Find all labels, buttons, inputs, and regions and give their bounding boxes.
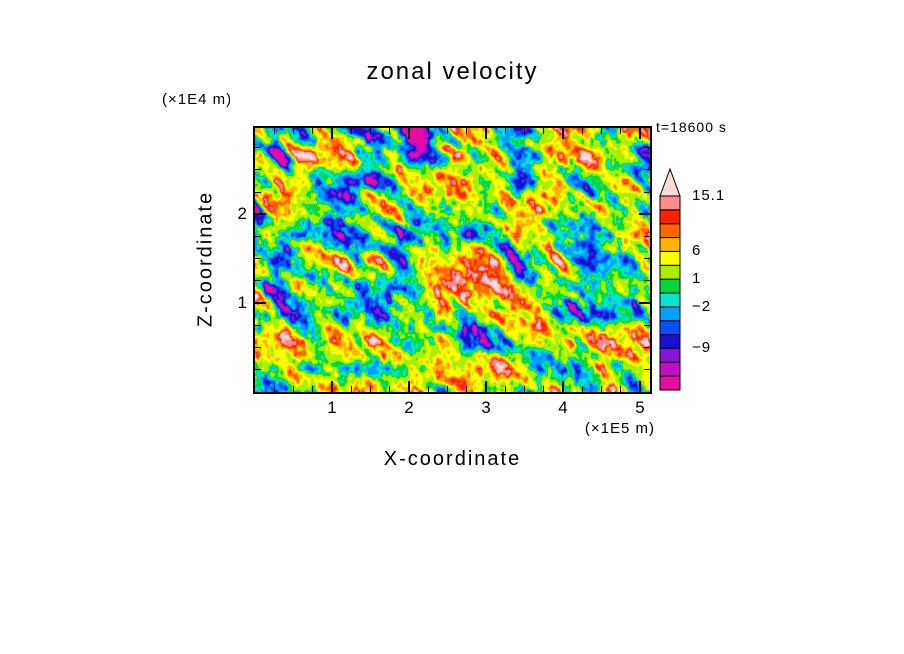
colorbar-segment	[659, 306, 681, 322]
tick-mark	[484, 128, 487, 139]
heatmap-plot-frame	[253, 126, 652, 394]
tick-mark	[523, 128, 525, 134]
colorbar-segment	[659, 375, 681, 391]
chart-title: zonal velocity	[366, 58, 539, 85]
tick-mark	[273, 128, 275, 134]
tick-mark	[255, 191, 261, 193]
tick-mark	[466, 386, 468, 392]
colorbar-segment	[659, 361, 681, 377]
tick-mark	[543, 128, 545, 134]
tick-mark	[255, 280, 261, 282]
x-tick-label: 1	[327, 398, 337, 417]
tick-mark	[350, 386, 352, 392]
y-tick-label: 1	[237, 293, 247, 313]
tick-mark	[644, 347, 650, 349]
colorbar-segment	[659, 320, 681, 336]
tick-mark	[644, 324, 650, 326]
colorbar-label: −9	[692, 339, 712, 357]
tick-mark	[644, 235, 650, 237]
colorbar-segment	[659, 250, 681, 266]
tick-mark	[292, 128, 294, 134]
tick-mark	[484, 381, 487, 392]
colorbar-label: 6	[692, 242, 702, 260]
tick-mark	[561, 381, 564, 392]
tick-mark	[389, 386, 391, 392]
colorbar-segment	[659, 278, 681, 294]
y-axis-unit-label: (×1E4 m)	[162, 91, 233, 108]
x-tick-label: 5	[635, 398, 645, 417]
tick-mark	[427, 128, 429, 134]
tick-mark	[581, 386, 583, 392]
tick-mark	[389, 128, 391, 134]
tick-mark	[620, 386, 622, 392]
colorbar-segment	[659, 195, 681, 211]
tick-mark	[600, 386, 602, 392]
tick-mark	[644, 258, 650, 260]
tick-mark	[255, 347, 261, 349]
tick-mark	[466, 128, 468, 134]
colorbar-segment	[659, 334, 681, 349]
heatmap-canvas	[255, 128, 650, 392]
colorbar-arrow-tip	[659, 167, 681, 197]
tick-mark	[255, 258, 261, 260]
tick-mark	[504, 128, 506, 134]
tick-mark	[639, 302, 650, 305]
tick-mark	[638, 381, 641, 392]
colorbar-segment	[659, 347, 681, 363]
tick-mark	[446, 386, 448, 392]
x-tick-label: 3	[481, 398, 491, 417]
colorbar-segment	[659, 237, 681, 252]
tick-mark	[273, 386, 275, 392]
x-tick-label: 2	[404, 398, 414, 417]
axis-ticks	[255, 128, 650, 392]
tick-mark	[446, 128, 448, 134]
tick-mark	[523, 386, 525, 392]
tick-mark	[255, 235, 261, 237]
time-annotation: t=18600 s	[656, 119, 727, 135]
colorbar	[659, 167, 681, 391]
colorbar-label: −2	[692, 297, 712, 315]
tick-mark	[639, 213, 650, 216]
tick-mark	[427, 386, 429, 392]
tick-mark	[543, 386, 545, 392]
tick-mark	[369, 128, 371, 134]
colorbar-label: 15.1	[692, 187, 726, 204]
tick-mark	[407, 128, 410, 139]
tick-mark	[292, 386, 294, 392]
tick-mark	[644, 191, 650, 193]
tick-mark	[581, 128, 583, 134]
tick-mark	[644, 147, 650, 149]
x-tick-label: 4	[558, 398, 568, 417]
tick-mark	[255, 302, 266, 305]
colorbar-label: 1	[692, 270, 702, 288]
tick-mark	[644, 169, 650, 171]
tick-mark	[407, 381, 410, 392]
y-tick-label: 2	[237, 204, 247, 224]
tick-mark	[330, 381, 333, 392]
tick-mark	[638, 128, 641, 139]
tick-mark	[369, 386, 371, 392]
tick-mark	[312, 386, 314, 392]
tick-mark	[255, 324, 261, 326]
tick-mark	[504, 386, 506, 392]
tick-mark	[600, 128, 602, 134]
colorbar-segment	[659, 209, 681, 225]
tick-mark	[255, 369, 261, 371]
x-axis-label: X-coordinate	[383, 448, 522, 470]
tick-mark	[620, 128, 622, 134]
tick-mark	[255, 169, 261, 171]
tick-mark	[350, 128, 352, 134]
tick-mark	[255, 147, 261, 149]
tick-mark	[330, 128, 333, 139]
tick-mark	[255, 213, 266, 216]
x-axis-unit-label: (×1E5 m)	[584, 420, 655, 437]
tick-mark	[561, 128, 564, 139]
tick-mark	[644, 280, 650, 282]
tick-mark	[644, 369, 650, 371]
colorbar-segment	[659, 223, 681, 239]
tick-mark	[312, 128, 314, 134]
colorbar-segment	[659, 292, 681, 308]
colorbar-segment	[659, 264, 681, 280]
